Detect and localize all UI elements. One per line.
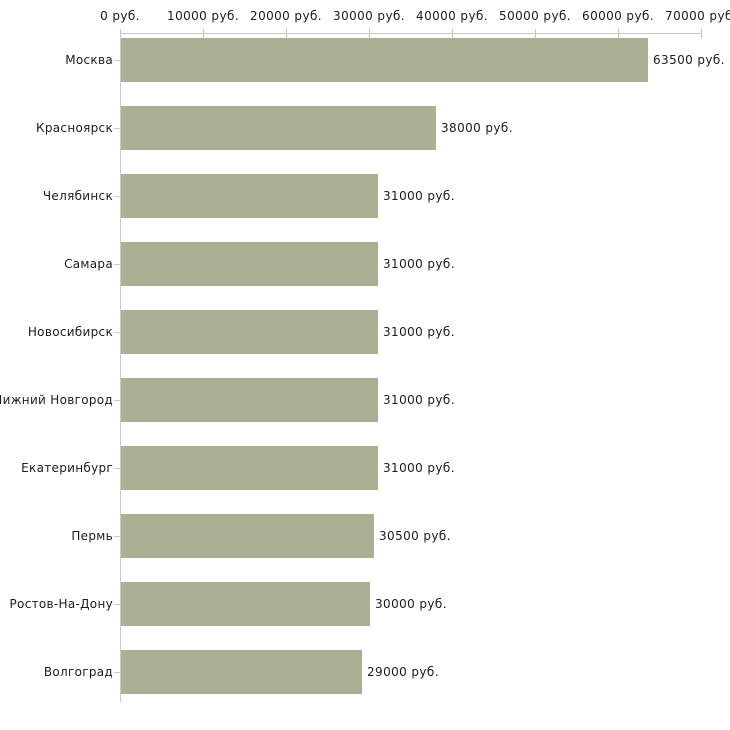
value-label: 38000 руб. (441, 121, 513, 135)
category-label: Нижний Новгород (0, 393, 113, 407)
x-axis-tick-label: 10000 руб. (167, 9, 239, 23)
x-axis-line (120, 33, 702, 34)
value-label: 31000 руб. (383, 461, 455, 475)
bar (121, 242, 378, 286)
y-axis-tick-mark (114, 468, 120, 469)
value-label: 30000 руб. (375, 597, 447, 611)
bar (121, 582, 370, 626)
x-axis-tick-label: 50000 руб. (499, 9, 571, 23)
x-axis-tick-label: 60000 руб. (582, 9, 654, 23)
bar (121, 446, 378, 490)
y-axis-tick-mark (114, 672, 120, 673)
category-label: Красноярск (36, 121, 113, 135)
value-label: 31000 руб. (383, 257, 455, 271)
bar (121, 514, 374, 558)
value-label: 30500 руб. (379, 529, 451, 543)
bar (121, 378, 378, 422)
value-label: 31000 руб. (383, 189, 455, 203)
bar (121, 174, 378, 218)
bar (121, 310, 378, 354)
y-axis-tick-mark (114, 196, 120, 197)
y-axis-tick-mark (114, 400, 120, 401)
bar (121, 38, 648, 82)
x-axis-tick-label: 30000 руб. (333, 9, 405, 23)
x-axis-tick-label: 40000 руб. (416, 9, 488, 23)
y-axis-tick-mark (114, 60, 120, 61)
y-axis-tick-mark (114, 264, 120, 265)
y-axis-tick-mark (114, 536, 120, 537)
y-axis-tick-mark (114, 604, 120, 605)
bar (121, 106, 436, 150)
bar (121, 650, 362, 694)
category-label: Ростов-На-Дону (9, 597, 113, 611)
category-label: Самара (64, 257, 113, 271)
value-label: 63500 руб. (653, 53, 725, 67)
category-label: Екатеринбург (21, 461, 113, 475)
value-label: 29000 руб. (367, 665, 439, 679)
y-axis-tick-mark (114, 128, 120, 129)
category-label: Челябинск (42, 189, 113, 203)
x-axis-tick-label: 20000 руб. (250, 9, 322, 23)
category-label: Волгоград (43, 665, 113, 679)
category-label: Пермь (71, 529, 113, 543)
category-label: Новосибирск (27, 325, 113, 339)
y-axis-line (120, 33, 121, 702)
x-axis-tick-label: 0 руб. (100, 9, 140, 23)
category-label: Москва (65, 53, 113, 67)
y-axis-tick-mark (114, 332, 120, 333)
x-axis-tick-label: 70000 руб. (665, 9, 730, 23)
value-label: 31000 руб. (383, 393, 455, 407)
value-label: 31000 руб. (383, 325, 455, 339)
